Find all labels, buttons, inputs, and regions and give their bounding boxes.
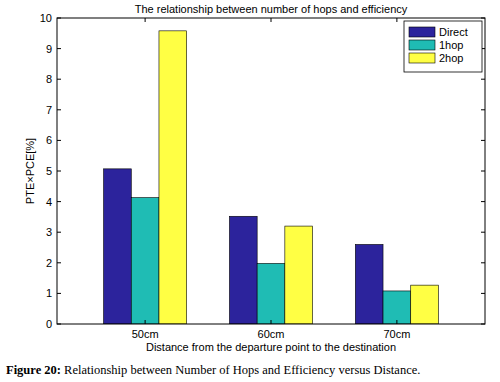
y-tick-label: 6 xyxy=(46,134,52,146)
y-tick xyxy=(481,140,485,141)
x-tick xyxy=(271,18,272,22)
y-tick xyxy=(57,171,61,172)
axes-frame xyxy=(57,18,485,324)
bar xyxy=(383,291,411,324)
x-tick xyxy=(145,18,146,22)
x-tick xyxy=(271,320,272,324)
x-tick-label: 50cm xyxy=(132,328,159,340)
legend-label: 1hop xyxy=(439,39,463,51)
y-tick xyxy=(481,232,485,233)
y-tick xyxy=(481,18,485,19)
y-tick xyxy=(57,293,61,294)
legend: Direct1hop2hop xyxy=(404,21,482,72)
y-tick xyxy=(481,201,485,202)
y-tick xyxy=(481,324,485,325)
legend-swatch xyxy=(409,53,435,63)
x-tick xyxy=(396,18,397,22)
x-tick-label: 70cm xyxy=(383,328,410,340)
plot-area xyxy=(57,18,485,324)
bar xyxy=(229,216,257,324)
y-tick-label: 2 xyxy=(46,257,52,269)
bar xyxy=(257,263,285,324)
x-tick xyxy=(145,320,146,324)
legend-swatch xyxy=(409,27,435,37)
x-tick-label: 60cm xyxy=(258,328,285,340)
bar xyxy=(355,244,383,324)
y-tick xyxy=(57,140,61,141)
caption-text: Relationship between Number of Hops and … xyxy=(61,363,420,377)
legend-swatch xyxy=(409,40,435,50)
y-tick-label: 0 xyxy=(46,318,52,330)
y-tick xyxy=(57,48,61,49)
bar xyxy=(104,169,132,324)
bar xyxy=(131,198,159,324)
background xyxy=(0,0,500,382)
bar xyxy=(285,226,313,324)
y-tick xyxy=(57,109,61,110)
y-tick xyxy=(57,262,61,263)
y-tick xyxy=(481,262,485,263)
chart: 0 1 2 3 4 5 6 7 8 9 10 50cm 60cm 70cm The relationship… xyxy=(0,0,500,382)
bar xyxy=(411,285,439,324)
y-tick xyxy=(481,79,485,80)
y-tick xyxy=(57,18,61,19)
y-tick xyxy=(57,232,61,233)
y-tick xyxy=(481,171,485,172)
y-tick xyxy=(57,324,61,325)
legend-label: 2hop xyxy=(439,52,463,64)
y-tick xyxy=(57,79,61,80)
title: The relationship between number of hops … xyxy=(135,3,408,15)
y-tick xyxy=(481,293,485,294)
y-tick-label: 7 xyxy=(46,104,52,116)
legend-box xyxy=(404,21,482,72)
y-tick-label: 1 xyxy=(46,287,52,299)
y-tick-label: 10 xyxy=(40,12,52,24)
y-tick xyxy=(57,201,61,202)
caption-prefix: Figure 20: xyxy=(6,363,61,377)
y-tick-label: 4 xyxy=(46,196,52,208)
y-tick-label: 5 xyxy=(46,165,52,177)
y-tick-label: 8 xyxy=(46,73,52,85)
y-tick-label: 9 xyxy=(46,43,52,55)
y-tick xyxy=(481,109,485,110)
bar xyxy=(159,31,187,324)
x-axis-label: Distance from the departure point to the… xyxy=(146,341,396,353)
legend-label: Direct xyxy=(439,26,468,38)
caption: Figure 20: Relationship between Number o… xyxy=(6,363,420,377)
y-axis-label: PTE×PCE[%] xyxy=(24,138,36,204)
bars xyxy=(104,31,439,324)
y-tick-label: 3 xyxy=(46,226,52,238)
x-tick xyxy=(396,320,397,324)
